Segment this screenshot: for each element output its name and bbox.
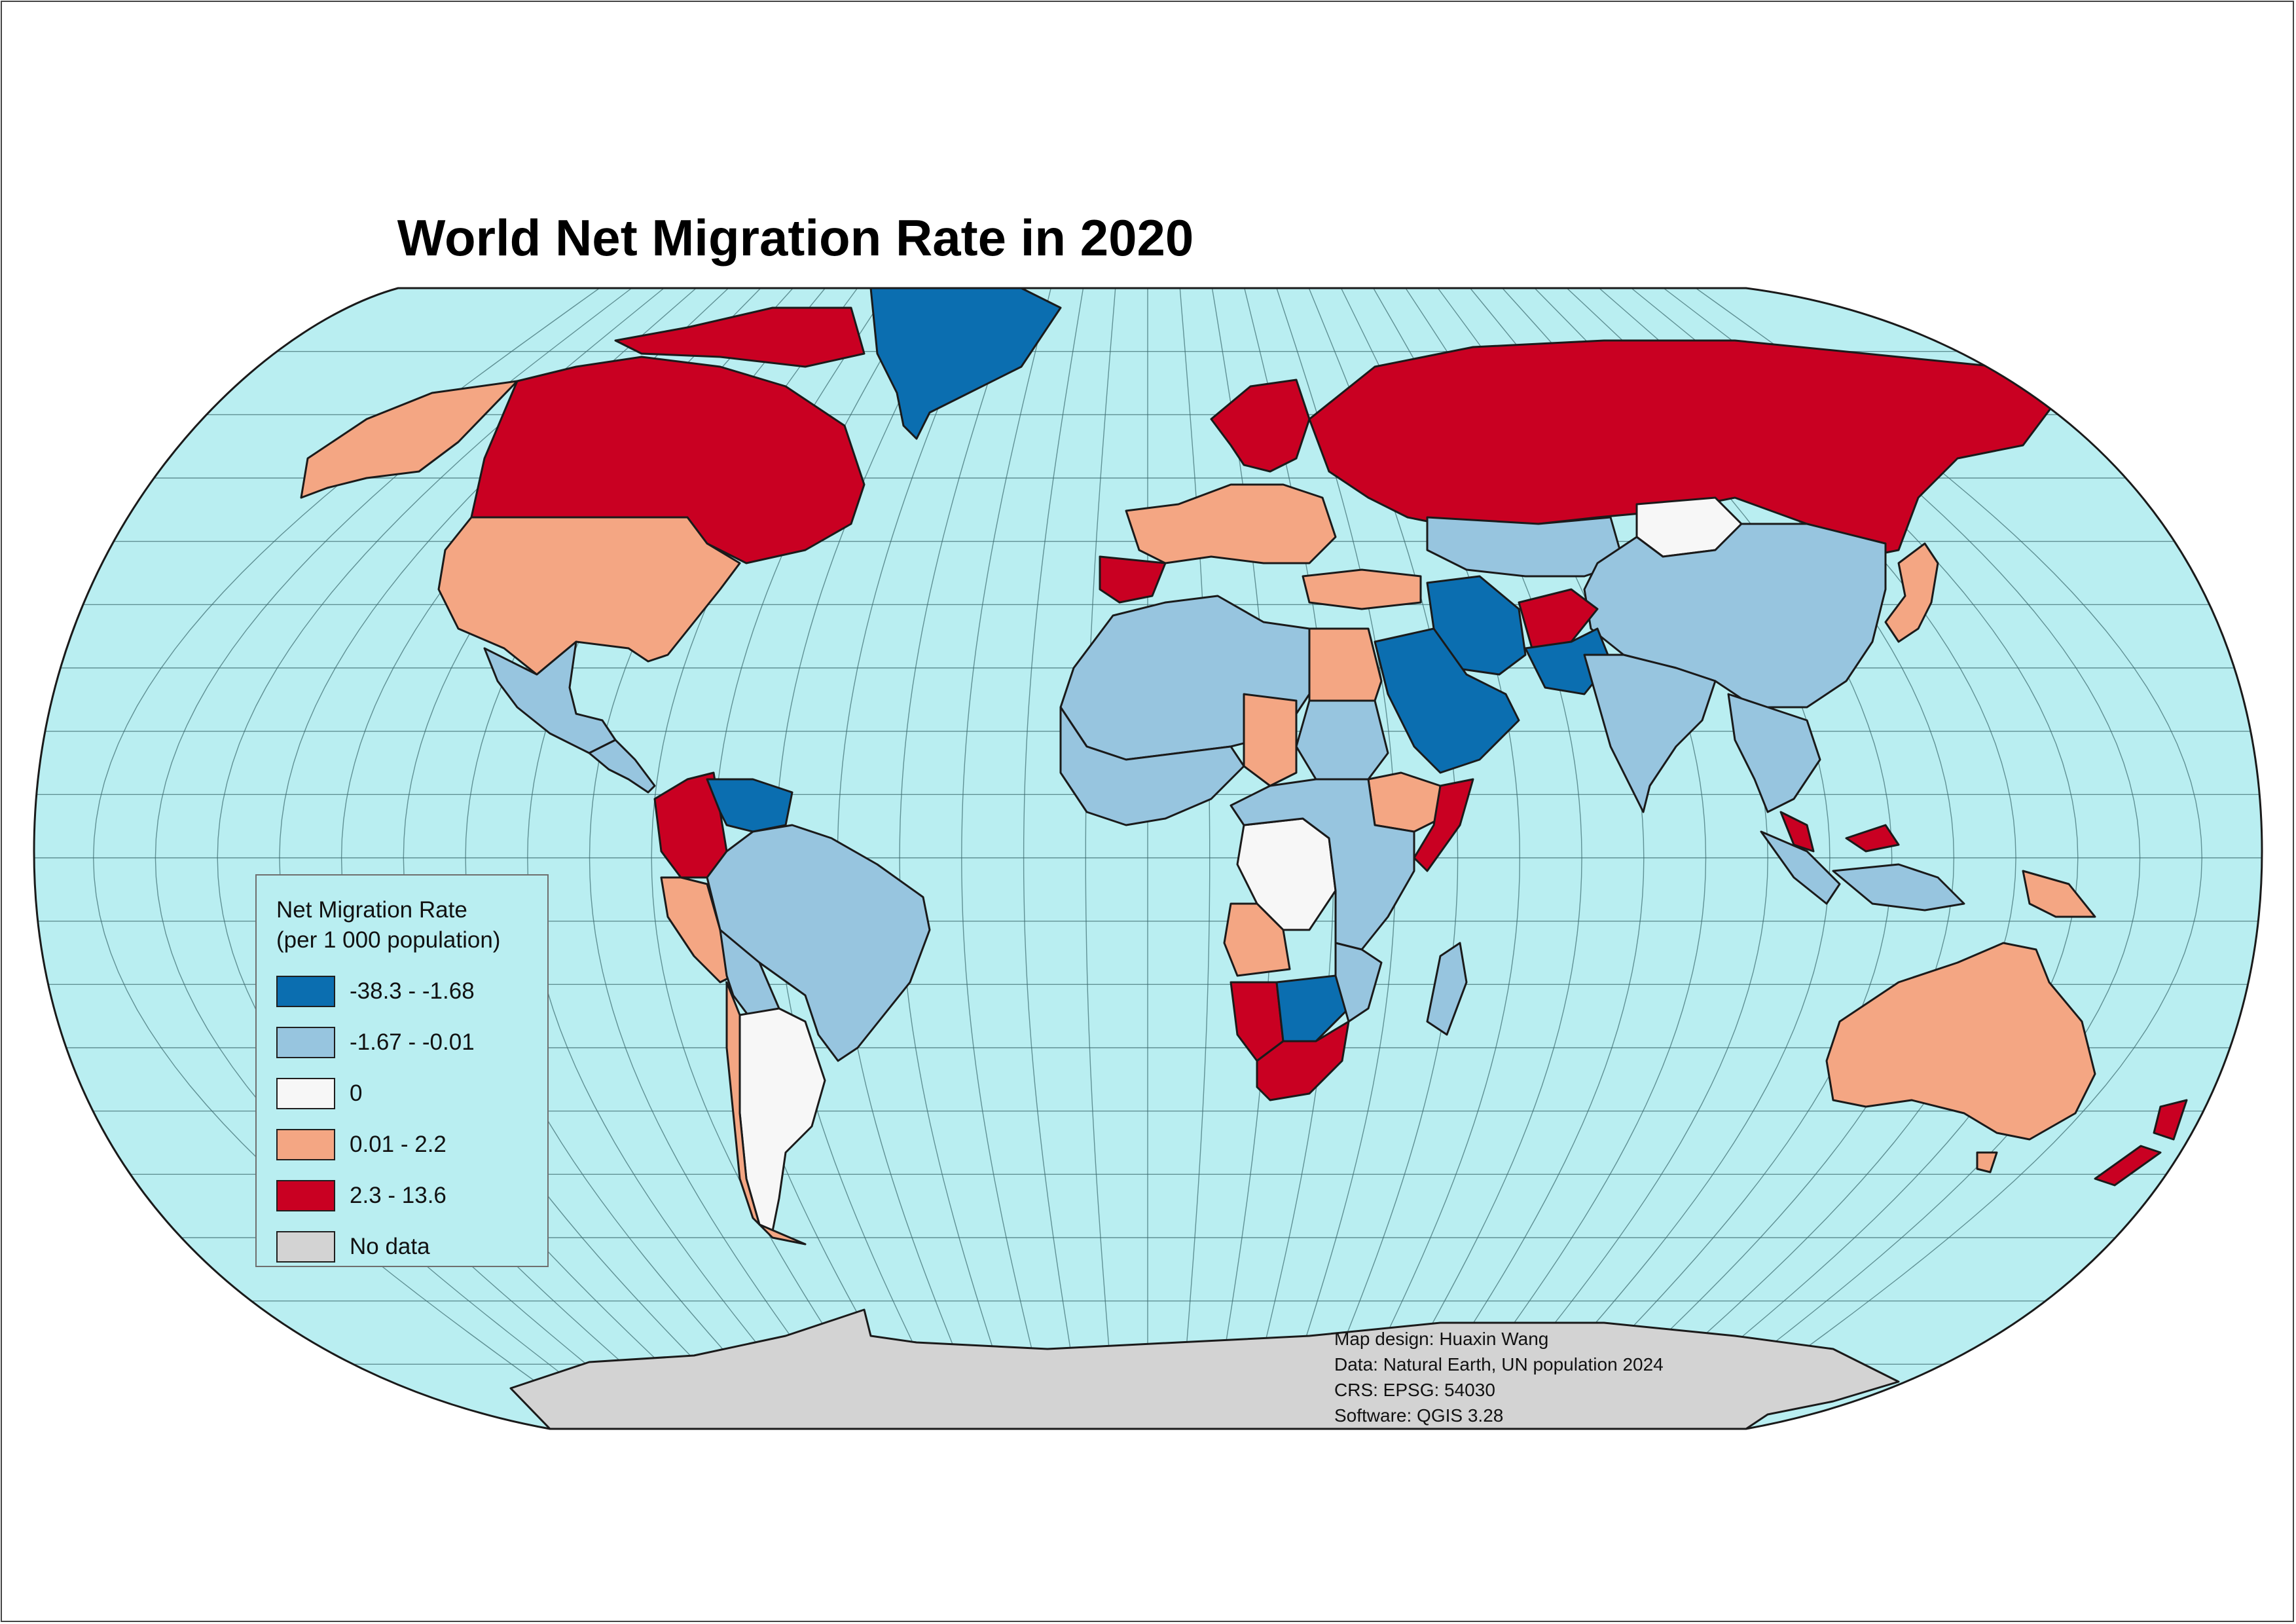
legend-label: -38.3 - -1.68	[350, 978, 475, 1004]
graticule-meridian	[961, 288, 1051, 1428]
legend-item: No data	[276, 1221, 547, 1272]
region-australia	[1825, 942, 2096, 1141]
legend-label: 0.01 - 2.2	[350, 1132, 446, 1157]
graticule-meridian	[1695, 288, 2203, 1428]
region-india	[1583, 654, 1717, 813]
region-new-zealand	[2094, 1099, 2188, 1187]
region-tasmania	[1976, 1151, 1998, 1173]
region-mexico	[483, 640, 617, 754]
credit-crs: CRS: EPSG: 54030	[1334, 1380, 1495, 1400]
graticule-meridian	[1085, 288, 1116, 1428]
region-china	[1583, 523, 1887, 709]
legend-swatch	[276, 1129, 335, 1160]
region-japan	[1884, 542, 1939, 643]
legend-item: 0.01 - 2.2	[276, 1119, 547, 1170]
region-chile	[725, 981, 807, 1246]
graticule-meridian	[1023, 288, 1084, 1428]
legend-label: 0	[350, 1080, 363, 1106]
legend-item: 0	[276, 1068, 547, 1119]
region-somalia	[1413, 778, 1474, 872]
legend: Net Migration Rate (per 1 000 population…	[255, 874, 549, 1267]
graticule-meridian	[899, 288, 1019, 1428]
region-indonesia	[1760, 830, 1965, 912]
legend-item: -38.3 - -1.68	[276, 966, 547, 1017]
legend-item: 2.3 - 13.6	[276, 1170, 547, 1221]
legend-swatch	[276, 976, 335, 1007]
map-title: World Net Migration Rate in 2020	[397, 209, 1194, 267]
credit-design: Map design: Huaxin Wang	[1334, 1329, 1549, 1349]
region-scandinavia	[1210, 378, 1311, 473]
region-chad	[1243, 693, 1298, 787]
graticule-meridian	[1179, 288, 1211, 1428]
region-spain	[1099, 555, 1167, 604]
region-antarctica	[509, 1308, 1900, 1429]
legend-swatch	[276, 1027, 335, 1058]
region-greenland	[869, 288, 1062, 440]
region-sudan	[1295, 699, 1389, 781]
legend-swatch	[276, 1231, 335, 1263]
region-west-africa	[1059, 706, 1245, 826]
region-middle-east	[1302, 568, 1422, 610]
map-credits: Map design: Huaxin Wang Data: Natural Ea…	[1334, 1326, 1664, 1428]
legend-label: -1.67 - -0.01	[350, 1029, 475, 1055]
legend-item: -1.67 - -0.01	[276, 1017, 547, 1068]
region-madagascar	[1426, 942, 1468, 1036]
legend-swatch	[276, 1078, 335, 1109]
region-south-africa	[1256, 1020, 1350, 1101]
region-angola	[1223, 902, 1291, 977]
region-alaska	[300, 380, 519, 499]
legend-swatch	[276, 1180, 335, 1211]
region-kazakhstan	[1426, 516, 1625, 578]
region-botswana	[1275, 974, 1350, 1043]
region-afghanistan	[1518, 588, 1599, 650]
region-central-america	[588, 739, 656, 794]
region-saudi-arabia	[1374, 627, 1520, 774]
region-malaysia	[1779, 811, 1900, 853]
credit-software: Software: QGIS 3.28	[1334, 1405, 1504, 1426]
region-canada-arctic	[614, 306, 866, 368]
legend-label: 2.3 - 13.6	[350, 1183, 446, 1208]
region-southeast-asia	[1727, 693, 1821, 813]
credit-data: Data: Natural Earth, UN population 2024	[1334, 1354, 1664, 1375]
region-western-europe	[1125, 483, 1337, 564]
region-united-states	[437, 516, 741, 676]
legend-title-line2: (per 1 000 population)	[276, 927, 501, 953]
region-papua-new-guinea	[2022, 870, 2096, 918]
globe-outline	[33, 287, 2263, 1430]
region-egypt	[1308, 627, 1383, 702]
legend-label: No data	[350, 1234, 430, 1259]
region-mozambique	[1334, 942, 1383, 1023]
legend-items: -38.3 - -1.68 -1.67 - -0.01 0 0.01 - 2.2…	[276, 966, 547, 1272]
legend-title-line1: Net Migration Rate	[276, 897, 467, 923]
